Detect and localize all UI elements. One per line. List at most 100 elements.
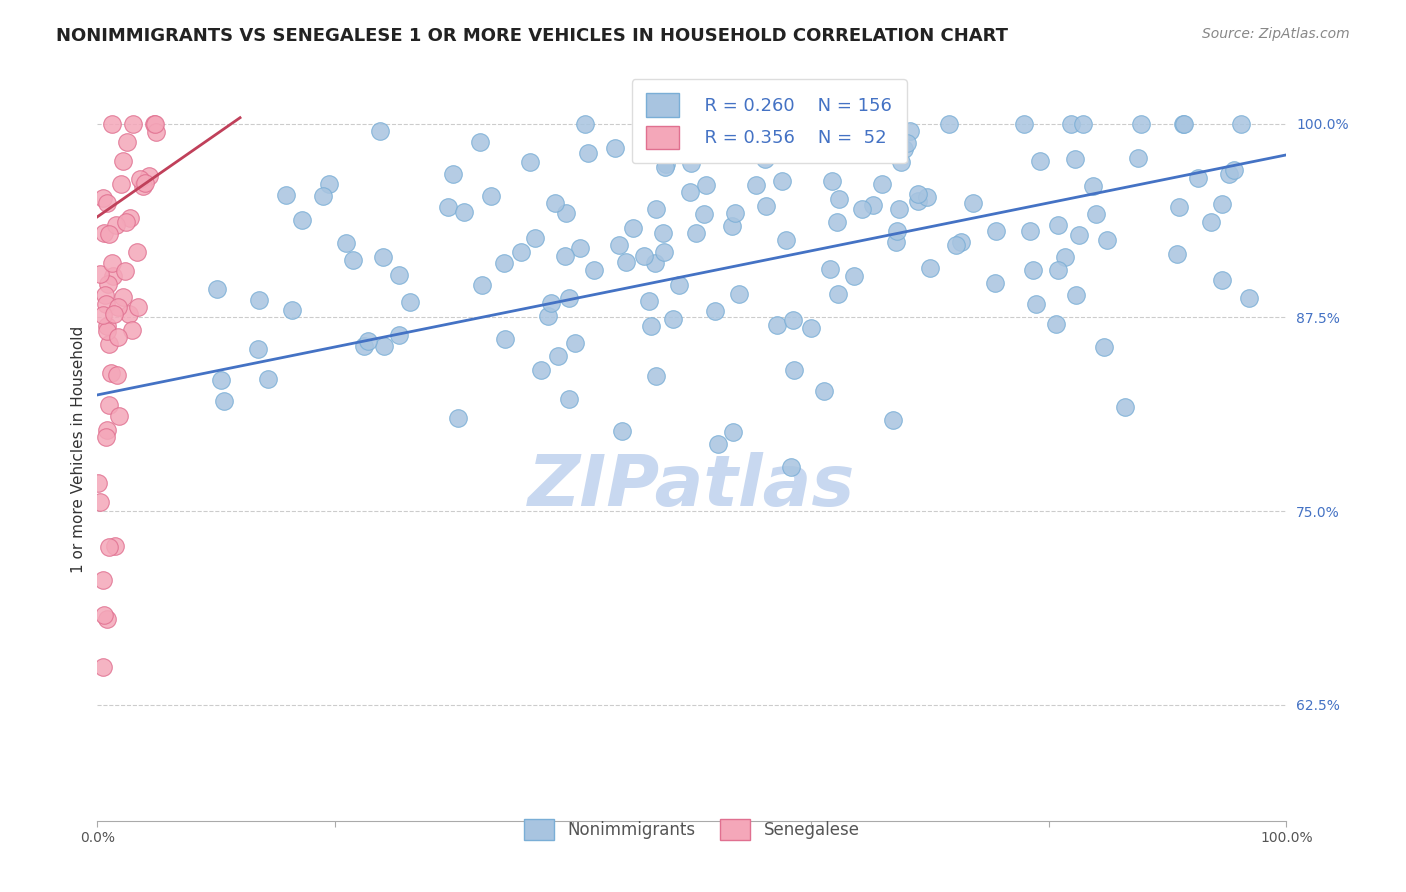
Point: [645, 368, 668, 383]
Point: [209, 373, 232, 387]
Point: [865, 117, 887, 131]
Point: [576, 145, 599, 160]
Point: [574, 117, 596, 131]
Point: [775, 233, 797, 247]
Point: [882, 412, 904, 426]
Point: [523, 231, 546, 245]
Point: [782, 363, 804, 377]
Point: [1047, 262, 1070, 277]
Point: [917, 190, 939, 204]
Point: [782, 313, 804, 327]
Point: [212, 393, 235, 408]
Point: [1084, 207, 1107, 221]
Point: [1114, 400, 1136, 414]
Point: [468, 135, 491, 149]
Point: [890, 155, 912, 169]
Point: [142, 117, 165, 131]
Text: Source: ZipAtlas.com: Source: ZipAtlas.com: [1202, 27, 1350, 41]
Point: [780, 460, 803, 475]
Point: [494, 332, 516, 346]
Point: [1045, 317, 1067, 331]
Point: [907, 194, 929, 208]
Point: [554, 248, 576, 262]
Point: [1025, 297, 1047, 311]
Point: [610, 424, 633, 438]
Point: [544, 195, 567, 210]
Point: [828, 192, 851, 206]
Point: [728, 287, 751, 301]
Point: [138, 169, 160, 183]
Point: [103, 307, 125, 321]
Point: [886, 224, 908, 238]
Point: [862, 198, 884, 212]
Point: [530, 363, 553, 377]
Point: [247, 342, 270, 356]
Point: [132, 179, 155, 194]
Point: [807, 117, 830, 131]
Point: [637, 293, 659, 308]
Point: [893, 142, 915, 156]
Point: [143, 117, 166, 131]
Point: [859, 141, 882, 155]
Legend: Nonimmigrants, Senegalese: Nonimmigrants, Senegalese: [510, 805, 873, 854]
Point: [107, 301, 129, 315]
Point: [94, 297, 117, 311]
Point: [256, 371, 278, 385]
Point: [312, 189, 335, 203]
Point: [582, 263, 605, 277]
Point: [91, 191, 114, 205]
Point: [884, 235, 907, 249]
Point: [950, 235, 973, 249]
Point: [453, 205, 475, 219]
Point: [117, 307, 139, 321]
Point: [96, 324, 118, 338]
Point: [1064, 152, 1087, 166]
Point: [1130, 117, 1153, 131]
Point: [274, 187, 297, 202]
Point: [87, 476, 110, 491]
Point: [112, 154, 135, 169]
Point: [1092, 340, 1115, 354]
Point: [98, 337, 121, 351]
Point: [644, 255, 666, 269]
Point: [655, 156, 678, 170]
Point: [907, 187, 929, 202]
Point: [1029, 154, 1052, 169]
Point: [766, 318, 789, 332]
Point: [89, 495, 111, 509]
Point: [291, 213, 314, 227]
Point: [796, 120, 818, 135]
Point: [492, 256, 515, 270]
Point: [281, 303, 304, 318]
Point: [1218, 167, 1240, 181]
Point: [104, 539, 127, 553]
Point: [558, 392, 581, 406]
Point: [679, 156, 702, 170]
Point: [91, 308, 114, 322]
Point: [1199, 215, 1222, 229]
Point: [91, 573, 114, 587]
Point: [652, 226, 675, 240]
Point: [645, 202, 668, 216]
Point: [568, 241, 591, 255]
Point: [658, 140, 681, 154]
Text: NONIMMIGRANTS VS SENEGALESE 1 OR MORE VEHICLES IN HOUSEHOLD CORRELATION CHART: NONIMMIGRANTS VS SENEGALESE 1 OR MORE VE…: [56, 27, 1008, 45]
Point: [668, 277, 690, 292]
Point: [558, 292, 581, 306]
Point: [721, 425, 744, 439]
Point: [98, 398, 121, 412]
Point: [97, 277, 120, 291]
Point: [129, 172, 152, 186]
Point: [1021, 263, 1043, 277]
Point: [621, 220, 644, 235]
Point: [1069, 227, 1091, 242]
Point: [984, 224, 1007, 238]
Point: [633, 249, 655, 263]
Point: [1019, 224, 1042, 238]
Point: [519, 155, 541, 169]
Point: [682, 117, 704, 131]
Point: [399, 294, 422, 309]
Point: [101, 256, 124, 270]
Point: [145, 125, 167, 139]
Point: [122, 117, 145, 131]
